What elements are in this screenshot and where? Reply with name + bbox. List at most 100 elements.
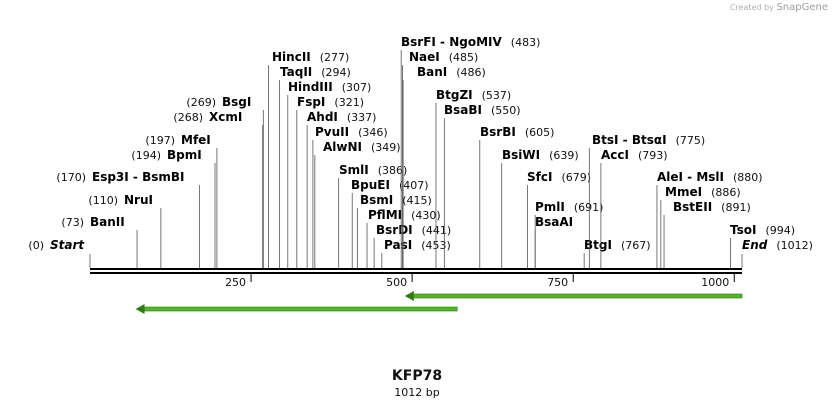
- site-name: BsaAI: [535, 215, 573, 229]
- site-position: (307): [342, 81, 372, 94]
- site-position: (1012): [776, 239, 813, 252]
- site-name: BtgI: [584, 238, 612, 252]
- site-position: (679): [561, 171, 591, 184]
- site-position: (537): [482, 89, 512, 102]
- site-btgi[interactable]: BtgI (767): [583, 238, 651, 268]
- site-name: AlwNI: [323, 140, 362, 154]
- site-position: (430): [411, 209, 441, 222]
- site-name: PvuII: [315, 125, 349, 139]
- site-name: HindIII: [288, 80, 333, 94]
- site-bsmi[interactable]: BsmI (415): [356, 193, 432, 268]
- site-sfci[interactable]: SfcI (679): [527, 170, 591, 268]
- site-name: PmlI: [535, 200, 565, 214]
- site-position: (321): [334, 96, 364, 109]
- site-bsabi[interactable]: BsaBI (550): [443, 103, 521, 268]
- site-name: FspI: [297, 95, 325, 109]
- site-banii[interactable]: BanII (73): [61, 215, 138, 268]
- site-bsrbi[interactable]: BsrBI (605): [479, 125, 555, 268]
- site-position: (110): [88, 194, 118, 207]
- site-bsiwi[interactable]: BsiWI (639): [501, 148, 579, 268]
- site-name: MfeI: [181, 133, 211, 147]
- site-position: (349): [371, 141, 401, 154]
- feature-forward[interactable]: [404, 291, 743, 301]
- site-btsi-bts-i[interactable]: BtsI - BtsαI (775): [588, 133, 706, 268]
- site-pflmi[interactable]: PflMI (430): [366, 208, 441, 268]
- site-name: Start: [50, 238, 85, 252]
- site-ahdi[interactable]: AhdI (337): [306, 110, 376, 268]
- site-pvuii[interactable]: PvuII (346): [312, 125, 388, 268]
- site-hincii[interactable]: HincII (277): [268, 50, 349, 268]
- site-name: PflMI: [368, 208, 402, 222]
- site-position: (407): [399, 179, 429, 192]
- site-position: (170): [56, 171, 86, 184]
- site-mmei[interactable]: MmeI (886): [660, 185, 741, 268]
- site-name: BsrBI: [480, 125, 516, 139]
- site-bpmi[interactable]: BpmI (194): [131, 148, 216, 268]
- site-smli[interactable]: SmlI (386): [338, 163, 408, 268]
- site-name: SfcI: [527, 170, 552, 184]
- site-name: AhdI: [307, 110, 338, 124]
- site-bsaai[interactable]: BsaAI: [534, 215, 573, 268]
- site-taqii[interactable]: TaqII (294): [279, 65, 351, 268]
- site-naei[interactable]: NaeI (485): [402, 50, 478, 268]
- site-position: (268): [173, 111, 203, 124]
- site-alei-msli[interactable]: AleI - MslI (880): [656, 170, 763, 268]
- site-fspi[interactable]: FspI (321): [296, 95, 364, 268]
- site-hindiii[interactable]: HindIII (307): [287, 80, 372, 268]
- site-pasi[interactable]: PasI (453): [381, 238, 451, 268]
- site-name: BtgZI: [436, 88, 473, 102]
- site-xcmi[interactable]: XcmI (268): [173, 110, 264, 268]
- site-position: (294): [321, 66, 351, 79]
- ruler-tick-label: 500: [386, 276, 407, 289]
- ruler-tick-label: 250: [225, 276, 246, 289]
- site-position: (194): [131, 149, 161, 162]
- site-name: BanI: [417, 65, 447, 79]
- site-name: XcmI: [209, 110, 242, 124]
- site-name: NruI: [124, 193, 153, 207]
- site-bsteii[interactable]: BstEII (891): [663, 200, 751, 268]
- site-position: (775): [676, 134, 706, 147]
- site-name: BpmI: [167, 148, 202, 162]
- site-position: (691): [574, 201, 604, 214]
- site-acci[interactable]: AccI (793): [600, 148, 668, 268]
- site-esp3i-bsmbi[interactable]: Esp3I - BsmBI (170): [56, 170, 200, 268]
- site-name: End: [742, 238, 768, 252]
- site-mfei[interactable]: MfeI (197): [145, 133, 218, 268]
- site-name: BtsI - BtsαI: [592, 133, 667, 147]
- site-pmli[interactable]: PmlI (691): [534, 200, 604, 268]
- site-position: (277): [320, 51, 350, 64]
- site-name: AccI: [601, 148, 629, 162]
- site-alwni[interactable]: AlwNI (349): [314, 140, 401, 268]
- site-position: (891): [721, 201, 751, 214]
- plasmid-length: 1012 bp: [394, 386, 440, 399]
- ruler-tick-label: 1000: [701, 276, 729, 289]
- site-position: (386): [378, 164, 408, 177]
- site-name: BsgI: [222, 95, 251, 109]
- site-bani[interactable]: BanI (486): [402, 65, 486, 268]
- plasmid-name: KFP78: [391, 368, 443, 384]
- site-start[interactable]: Start (0): [28, 238, 91, 268]
- site-name: TsoI: [730, 223, 756, 237]
- site-name: BpuEI: [351, 178, 390, 192]
- site-bsrfi-ngomiv[interactable]: BsrFI - NgoMIV (483): [400, 35, 541, 268]
- site-name: BsaBI: [444, 103, 482, 117]
- site-position: (605): [525, 126, 555, 139]
- site-position: (486): [456, 66, 486, 79]
- site-name: SmlI: [339, 163, 369, 177]
- site-name: HincII: [272, 50, 311, 64]
- site-position: (0): [28, 239, 44, 252]
- site-bsgi[interactable]: BsgI (269): [186, 95, 264, 268]
- site-position: (639): [549, 149, 579, 162]
- site-name: BsrDI: [376, 223, 413, 237]
- site-name: BsrFI - NgoMIV: [401, 35, 502, 49]
- site-btgzi[interactable]: BtgZI (537): [435, 88, 512, 268]
- site-nrui[interactable]: NruI (110): [88, 193, 162, 268]
- site-bpuei[interactable]: BpuEI (407): [351, 178, 429, 268]
- site-tsoi[interactable]: TsoI (994): [730, 223, 795, 268]
- site-name: BsiWI: [502, 148, 540, 162]
- site-position: (483): [511, 36, 541, 49]
- site-name: BanII: [90, 215, 125, 229]
- feature-reverse[interactable]: [135, 304, 458, 314]
- site-end[interactable]: End (1012): [741, 238, 813, 268]
- site-position: (767): [621, 239, 651, 252]
